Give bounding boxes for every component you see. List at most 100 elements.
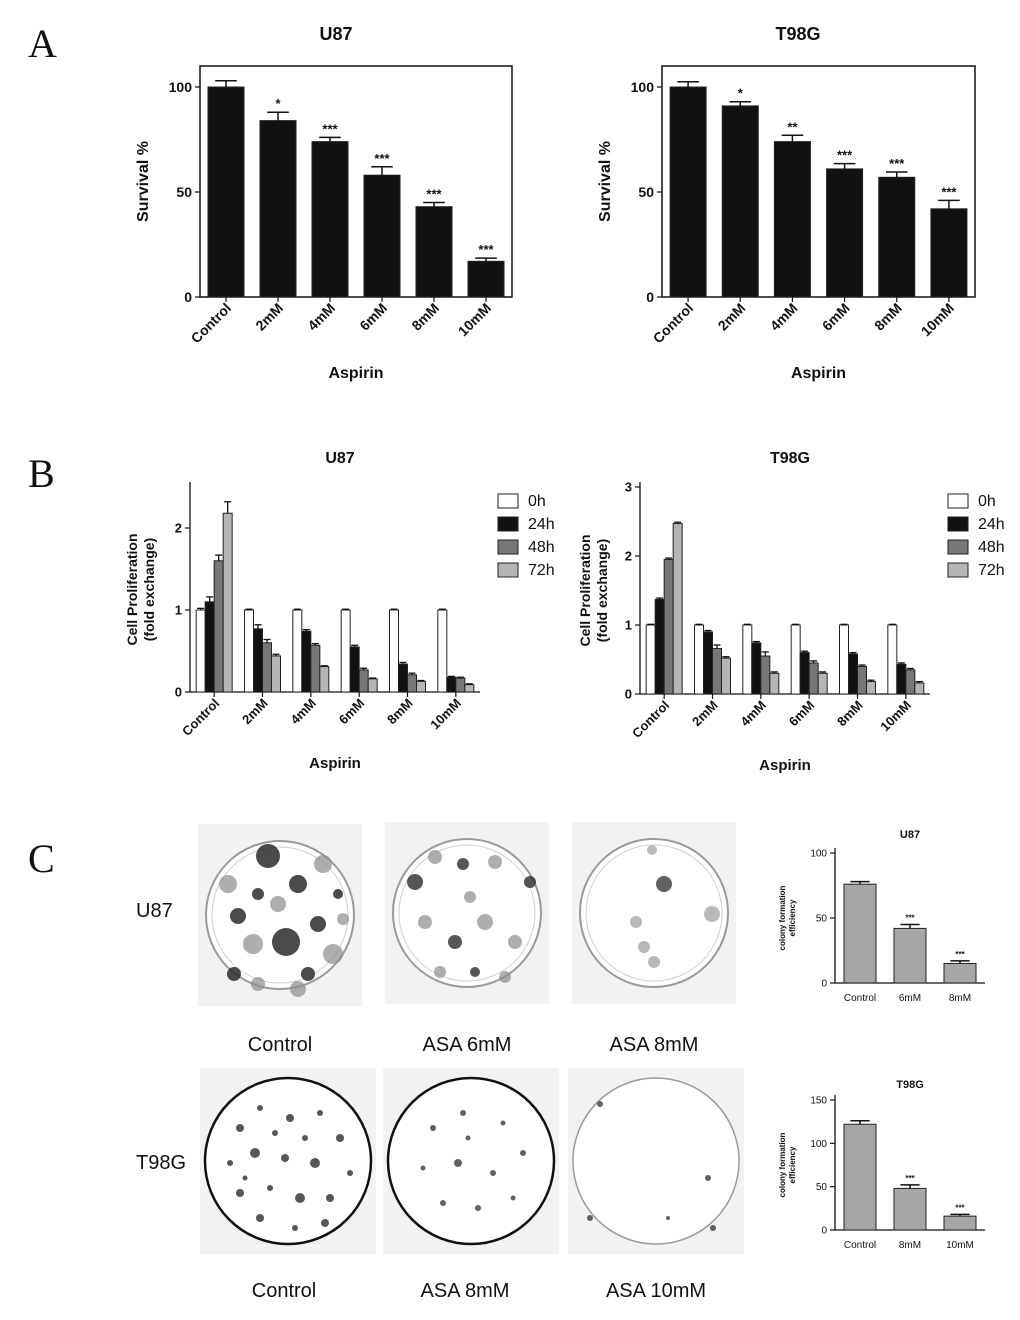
legend-label: 48h: [978, 539, 1005, 556]
y-tick-label: 0: [821, 1226, 827, 1237]
legend-label: 0h: [528, 493, 546, 510]
legend-swatch: [947, 562, 969, 578]
y-tick-label: 0: [184, 289, 192, 305]
colony-photo-u87-asa-8mm: [572, 822, 736, 1004]
x-tick-label: 8mM: [949, 993, 971, 1004]
bar: [943, 1215, 977, 1231]
x-tick-label: 10mM: [946, 1240, 974, 1251]
bar: [893, 927, 927, 984]
x-tick-label: Control: [844, 1240, 876, 1251]
chart-title: U87: [325, 450, 354, 467]
legend-label: 0h: [978, 493, 996, 510]
bar: [311, 141, 349, 298]
y-tick-label: 50: [816, 914, 828, 925]
chart-b-u87: U87 0 1 2 Cell Proliferation (fold exchange) A…: [124, 450, 555, 772]
legend-swatch: [947, 516, 969, 532]
y-tick-label: 0: [625, 687, 632, 702]
panel-letter-b: B: [28, 451, 55, 496]
y-tick-label: 50: [176, 184, 192, 200]
legend-swatch: [947, 493, 969, 509]
caption-t98g-asa-8mm: ASA 8mM: [420, 1280, 510, 1302]
y-tick-label: 100: [810, 849, 827, 860]
y-tick-label: 2: [625, 549, 632, 564]
legend-label: 48h: [528, 539, 555, 556]
legend-swatch: [947, 539, 969, 555]
significance-label: ***: [955, 950, 965, 959]
significance-label: ***: [941, 184, 957, 199]
dish-image: [203, 1076, 373, 1246]
y-axis-label-line1: Cell Proliferation: [124, 533, 140, 645]
x-tick-label: 6mM: [899, 993, 921, 1004]
colony-photo-t98g-asa-10mm: [568, 1068, 744, 1254]
dish-image: [205, 840, 355, 997]
x-tick-label: Control: [844, 993, 876, 1004]
y-tick-label: 100: [169, 79, 193, 95]
legend-swatch: [497, 562, 519, 578]
significance-label: ***: [426, 187, 442, 202]
bar: [773, 141, 811, 298]
y-axis-label-line1: Cell Proliferation: [577, 534, 593, 646]
significance-label: *: [275, 96, 281, 111]
y-axis-label-line2: (fold exchange): [141, 538, 157, 641]
y-axis-label-line1: colony formation: [778, 1132, 787, 1197]
bar: [843, 1123, 877, 1231]
significance-label: ***: [837, 148, 853, 163]
significance-label: ***: [889, 156, 905, 171]
y-axis-label: Survival %: [135, 141, 152, 222]
y-tick-label: 1: [175, 603, 182, 618]
row-label-u87: U87: [136, 900, 173, 922]
y-axis-label-line1: colony formation: [778, 885, 787, 950]
panel-letter-c: C: [28, 836, 55, 881]
legend-label: 72h: [528, 562, 555, 579]
chart-title: T98G: [775, 24, 820, 44]
y-tick-label: 50: [638, 184, 654, 200]
bar: [669, 86, 707, 298]
chart-title: T98G: [770, 450, 810, 467]
y-axis-label-line2: (fold exchange): [594, 539, 610, 642]
chart-title: T98G: [896, 1079, 924, 1091]
y-tick-label: 100: [810, 1139, 827, 1150]
y-tick-label: 0: [646, 289, 654, 305]
bar: [467, 260, 505, 298]
chart-title: U87: [319, 24, 352, 44]
significance-label: ***: [905, 1174, 915, 1183]
y-axis-label: Survival %: [597, 141, 614, 222]
significance-label: *: [738, 86, 744, 101]
chart-b-t98g: T98G 0 1 2 3 Cell Proliferation (fold exchange…: [577, 450, 1005, 774]
bar: [363, 174, 401, 298]
y-axis-label-line2: efficiency: [788, 899, 797, 936]
significance-label: ***: [374, 151, 390, 166]
y-tick-label: 0: [175, 685, 182, 700]
caption-u87-asa-8mm: ASA 8mM: [609, 1034, 699, 1056]
dish-image: [392, 838, 542, 988]
bar: [415, 206, 453, 298]
legend-label: 72h: [978, 562, 1005, 579]
x-axis-label: Aspirin: [328, 365, 383, 382]
x-axis-label: Aspirin: [759, 757, 811, 774]
legend-swatch: [497, 493, 519, 509]
x-axis-label: Aspirin: [791, 365, 846, 382]
y-axis-label-line2: efficiency: [788, 1146, 797, 1183]
y-tick-label: 1: [625, 618, 632, 633]
bar: [207, 86, 245, 298]
colony-photo-u87-control: [198, 824, 362, 1006]
chart-title: U87: [900, 829, 920, 841]
y-tick-label: 50: [816, 1182, 828, 1193]
plot-frame: [199, 65, 513, 298]
x-axis-label: Aspirin: [309, 755, 361, 772]
panel-letter-a: A: [28, 21, 57, 66]
y-tick-label: 2: [175, 521, 182, 536]
colony-photo-u87-asa-6mm: [385, 822, 549, 1004]
dish-image: [572, 1077, 740, 1245]
caption-t98g-asa-10mm: ASA 10mM: [605, 1280, 707, 1302]
significance-label: ***: [955, 1203, 965, 1212]
caption-t98g-control: Control: [251, 1280, 317, 1302]
x-tick-label: 8mM: [899, 1240, 921, 1251]
caption-u87-control: Control: [247, 1034, 313, 1056]
significance-label: ***: [322, 121, 338, 136]
bar: [721, 105, 759, 298]
significance-label: ***: [478, 242, 494, 257]
y-tick-label: 3: [625, 480, 632, 495]
